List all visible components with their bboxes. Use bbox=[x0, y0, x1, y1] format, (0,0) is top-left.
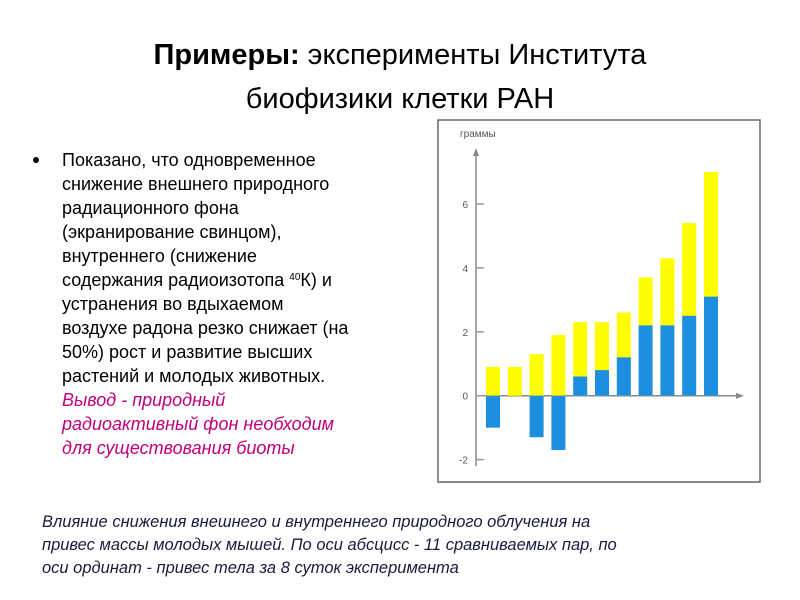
chart: граммы -2 0 2 4 6 bbox=[459, 129, 744, 467]
text: К) и bbox=[300, 270, 332, 290]
bar bbox=[486, 395, 500, 428]
axis-arrow bbox=[473, 148, 479, 156]
conclusion-line: для существования биоты bbox=[62, 438, 295, 458]
caption: Влияние снижения внешнего и внутреннего … bbox=[42, 513, 617, 577]
bar bbox=[529, 354, 544, 396]
body-line: снижение внешнего природного bbox=[62, 174, 329, 194]
y-axis-label: граммы bbox=[460, 129, 496, 140]
bar bbox=[595, 370, 609, 396]
bar bbox=[551, 334, 566, 396]
title-bold: Примеры: bbox=[154, 39, 300, 71]
bar bbox=[616, 357, 631, 396]
bar bbox=[682, 315, 697, 396]
title: Примеры: эксперименты Института bbox=[154, 39, 648, 71]
caption-line: Влияние снижения внешнего и внутреннего … bbox=[42, 513, 590, 531]
body-line: устранения во вдыхаемом bbox=[62, 294, 284, 314]
body-line: Показано, что одновременное bbox=[62, 150, 316, 170]
bullet bbox=[33, 157, 39, 163]
y-tick-label: -2 bbox=[459, 456, 468, 467]
bar bbox=[573, 376, 588, 396]
bar bbox=[638, 325, 653, 396]
bar bbox=[507, 366, 522, 396]
axis-arrow bbox=[736, 392, 744, 399]
bar bbox=[486, 366, 500, 396]
body-line: 50%) рост и развитие высших bbox=[62, 342, 312, 362]
body-line: растений и молодых животных. bbox=[62, 366, 325, 386]
title-line: биофизики клетки РАН bbox=[246, 83, 554, 115]
y-tick-label: 6 bbox=[462, 200, 468, 211]
chart-frame bbox=[437, 119, 761, 483]
body-line: воздухе радона резко снижает (на bbox=[62, 318, 349, 338]
title-line: эксперименты Института bbox=[308, 39, 648, 71]
body-line: внутреннего (снижение bbox=[62, 246, 257, 266]
text: содержания радиоизотопа bbox=[62, 270, 289, 290]
caption-line: оси ординат - привес тела за 8 суток экс… bbox=[42, 559, 459, 577]
caption-line: привес массы молодых мышей. По оси абсци… bbox=[42, 536, 617, 554]
conclusion-line: Вывод - природный bbox=[62, 390, 225, 410]
y-tick-label: 2 bbox=[462, 328, 468, 339]
y-tick-label: 0 bbox=[462, 392, 468, 403]
bar bbox=[660, 325, 675, 396]
body-line: радиационного фона bbox=[62, 198, 240, 218]
conclusion-line: радиоактивный фон необходим bbox=[61, 414, 334, 434]
body-line: содержания радиоизотопа 40К) и bbox=[62, 270, 332, 290]
body-line: (экранирование свинцом), bbox=[62, 222, 282, 242]
bar bbox=[704, 296, 718, 396]
bar bbox=[529, 395, 544, 438]
y-tick-label: 4 bbox=[462, 264, 468, 275]
bar bbox=[551, 395, 566, 451]
bullet-text: Показано, что одновременное снижение внеш… bbox=[61, 150, 349, 458]
superscript: 40 bbox=[289, 272, 301, 283]
